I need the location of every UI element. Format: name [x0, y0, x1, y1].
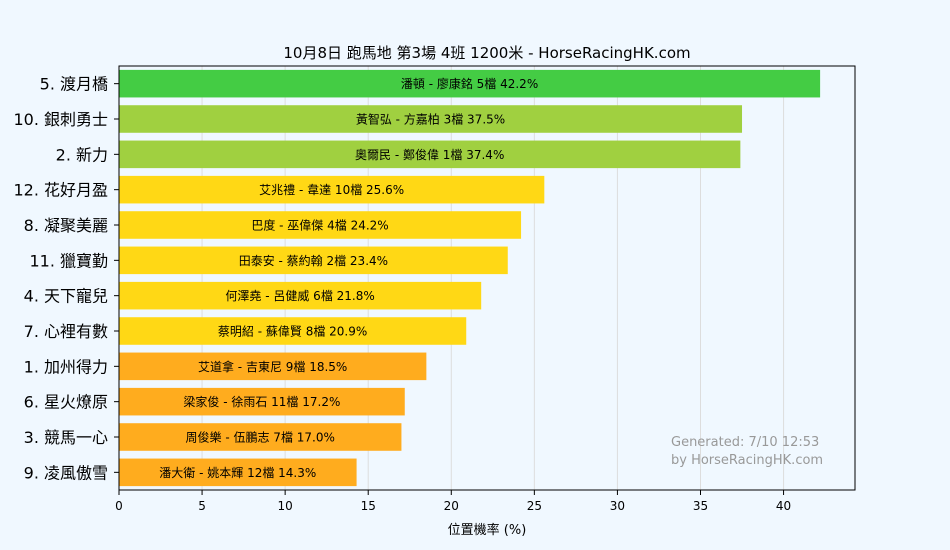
y-tick-label: 12. 花好月盈 — [13, 181, 108, 200]
y-tick-label: 3. 競馬一心 — [24, 428, 108, 447]
x-tick-label: 10 — [277, 499, 292, 513]
bar — [119, 140, 741, 169]
y-tick-label: 2. 新力 — [56, 145, 108, 164]
bar-label: 黃智弘 - 方嘉柏 3檔 37.5% — [356, 112, 505, 127]
y-tick-label: 11. 獵寶勤 — [29, 251, 108, 270]
plot-frame — [118, 65, 856, 491]
bar — [119, 105, 743, 133]
bar-label: 奧爾民 - 鄭俊偉 1檔 37.4% — [355, 147, 504, 162]
y-tick-label: 8. 凝聚美麗 — [24, 216, 108, 235]
bar-label: 潘大衛 - 姚本輝 12檔 14.3% — [159, 466, 316, 480]
x-tick-label: 5 — [198, 499, 206, 513]
watermark-line-1: Generated: 7/10 12:53 — [671, 435, 819, 450]
x-tick-label: 25 — [527, 499, 542, 513]
plot-background — [119, 66, 855, 490]
chart-title: 10月8日 跑馬地 第3場 4班 1200米 - HorseRacingHK.c… — [283, 44, 690, 62]
bar-label: 艾兆禮 - 韋達 10檔 25.6% — [259, 183, 404, 197]
y-tick-label: 1. 加州得力 — [24, 357, 108, 376]
bar-label: 巴度 - 巫偉傑 4檔 24.2% — [251, 218, 388, 233]
bar-label: 何澤堯 - 呂健威 6檔 21.8% — [225, 289, 374, 303]
x-tick-label: 15 — [361, 499, 376, 513]
bar-label: 田泰安 - 蔡約翰 2檔 23.4% — [239, 253, 388, 268]
bar-label: 潘頓 - 廖康銘 5檔 42.2% — [401, 76, 538, 91]
bar — [119, 69, 821, 98]
y-tick-label: 7. 心裡有數 — [24, 322, 108, 341]
bar — [119, 387, 405, 416]
bar — [119, 211, 522, 239]
y-tick-label: 6. 星火燎原 — [24, 393, 108, 412]
bar — [119, 317, 467, 345]
x-tick-label: 0 — [115, 499, 123, 513]
bar — [119, 458, 357, 487]
bar — [119, 246, 508, 275]
x-tick-label: 20 — [444, 499, 459, 513]
bar-label: 蔡明紹 - 蘇偉賢 8檔 20.9% — [218, 325, 367, 339]
bar — [119, 281, 482, 310]
bar — [119, 423, 402, 451]
y-tick-label: 4. 天下寵兒 — [24, 287, 108, 306]
watermark-line-2: by HorseRacingHK.com — [671, 453, 823, 468]
y-tick-label: 5. 渡月橋 — [40, 75, 108, 94]
bar-label: 艾道拿 - 吉東尼 9檔 18.5% — [198, 359, 347, 374]
x-axis-label: 位置機率 (%) — [448, 522, 527, 538]
y-tick-label: 10. 銀刺勇士 — [13, 110, 108, 129]
x-tick-label: 35 — [693, 499, 708, 513]
x-tick-label: 40 — [776, 499, 791, 513]
x-tick-label: 30 — [610, 499, 625, 513]
bar-label: 梁家俊 - 徐雨石 11檔 17.2% — [183, 394, 340, 409]
y-tick-label: 9. 凌風傲雪 — [24, 463, 108, 482]
bar — [119, 175, 545, 204]
bar — [119, 352, 427, 381]
bar-label: 周俊樂 - 伍鵬志 7檔 17.0% — [186, 430, 335, 445]
